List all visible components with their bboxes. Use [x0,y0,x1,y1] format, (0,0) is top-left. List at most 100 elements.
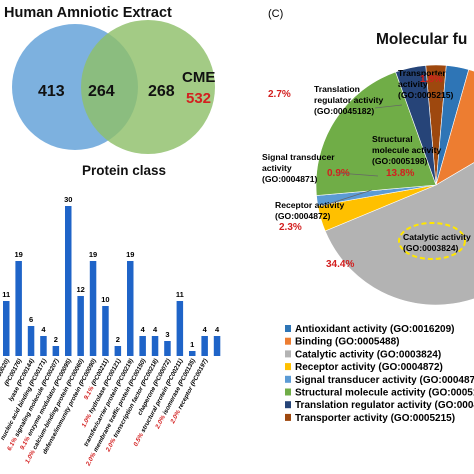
pie-legend: Antioxidant activity (GO:0016209) Binding… [285,324,474,424]
bar [114,346,122,356]
legend-label: Antioxidant activity (GO:0016209) [295,324,455,335]
bar-value-label: 19 [126,250,134,259]
legend-swatch [285,401,291,409]
legend-swatch [285,375,291,383]
legend-item: Catalytic activity (GO:0003824) [285,349,441,360]
leader-line [321,189,373,207]
panel-c-label: (C) [268,8,283,20]
pie-slice-pct: 2.3% [279,222,302,233]
legend-label: Binding (GO:0005488) [295,337,399,348]
bar [89,261,97,356]
bar-value-label: 4 [153,325,158,334]
pie-slice [435,69,474,186]
legend-swatch [285,363,291,371]
bar-value-label: 4 [141,325,146,334]
bar-value-label: 4 [215,325,220,334]
bar [77,296,84,356]
legend-item: Receptor activity (GO:0004872) [285,362,443,373]
bar-value-label: 4 [203,325,208,334]
venn-title: Human Amniotic Extract [4,5,172,21]
legend-swatch [285,388,291,396]
leader-line [374,104,403,109]
legend-label: Translation regulator activity (GO:00045… [295,400,474,411]
pie-slice-label: Signal transducer activity (GO:0004871) [262,152,335,184]
pie-slice-pct: 2.7% [268,89,291,100]
pie-slice-labels: Catalytic activity (GO:0003824) 34.4% Recep… [262,68,471,270]
bar [52,346,60,356]
bar-category-labels: (PC00020)(PC00176)lyase (PC00144)nucleic… [0,358,209,468]
bar-value-label: 3 [165,330,169,339]
legend-item: Antioxidant activity (GO:0016209) [285,324,455,335]
pie-slice-label: Catalytic activity (GO:0003824) [403,232,471,253]
bar [3,301,10,356]
bar [151,336,159,356]
pie-slice-pct: 13.8% [386,168,414,179]
pie-chart-title: Molecular fu [376,31,467,48]
legend-item: Structural molecule activity (GO:0005198… [285,388,474,399]
bar-value-label: 11 [176,290,184,299]
pie-slices [315,64,474,306]
pie-slice-label: Receptor activity (GO:0004872) [275,200,344,221]
bar [176,301,184,356]
pie-slice-pct: 34.4% [326,259,354,270]
legend-item: Transporter activity (GO:0005215) [285,413,455,424]
legend-label: Receptor activity (GO:0004872) [295,362,443,373]
bar-marks [3,206,221,356]
venn-right-total: 532 [186,90,211,107]
bar-value-label: 10 [101,295,109,304]
bar-value-label: 30 [64,195,72,204]
bar [201,336,208,356]
bar [139,336,146,356]
venn-right-value: 268 [148,83,175,100]
leader-line [337,172,379,177]
pie-slice [395,65,437,186]
bar-value-label: 12 [76,285,84,294]
legend-swatch [285,413,291,421]
bar [15,261,22,356]
legend-item: Binding (GO:0005488) [285,337,399,348]
venn-right-label: CME [182,69,215,86]
legend-swatch [285,337,291,345]
pie-slice-label: Transporter activity (GO:0005215) [398,68,454,100]
bar-value-label: 19 [89,250,97,259]
bar-value-label: 1 [190,340,194,349]
legend-swatch [285,325,291,332]
venn-left-value: 413 [38,83,65,100]
venn-right-circle [81,20,215,154]
bar-value-label: 19 [14,250,22,259]
pie-slice [315,71,437,196]
bar-value-label: 6 [29,315,33,324]
bar-chart-title: Protein class [82,163,166,178]
catalytic-highlight [398,222,466,260]
bar [40,336,47,356]
bar [213,336,221,356]
bar-value-label: 4 [41,325,46,334]
bar-value-label: 2 [116,335,120,344]
legend-item: Translation regulator activity (GO:00045… [285,400,474,411]
bar-value-label: 2 [54,335,58,344]
legend-label: Structural molecule activity (GO:0005198… [295,388,474,399]
pie-slice-label: Translation regulator activity (GO:0004518… [314,84,383,116]
legend-swatch [285,350,291,358]
legend-label: Transporter activity (GO:0005215) [295,413,455,424]
bar [189,351,196,356]
bar-value-label: 11 [2,290,10,299]
legend-item: Signal transducer activity (GO:0004871) [285,375,474,386]
legend-label: Signal transducer activity (GO:0004871) [295,375,474,386]
venn-diagram: Human Amniotic Extract 413 264 268 CME 5… [4,5,215,154]
bar [65,206,72,356]
bar [27,326,35,356]
pie-slice-label: Structural molecule activity (GO:0005198) [372,134,441,166]
pie-slice-pct: 0.9% [327,168,350,179]
pie-slice-pct: 1.8% [420,74,443,85]
bar [127,261,134,356]
molecular-function-chart: (C) Molecular fu Catalytic activity (GO:0… [262,8,474,424]
bar [164,341,171,356]
pie-slice [324,162,474,306]
bar [102,306,109,356]
legend-label: Catalytic activity (GO:0003824) [295,349,441,360]
venn-overlap-value: 264 [88,83,115,100]
